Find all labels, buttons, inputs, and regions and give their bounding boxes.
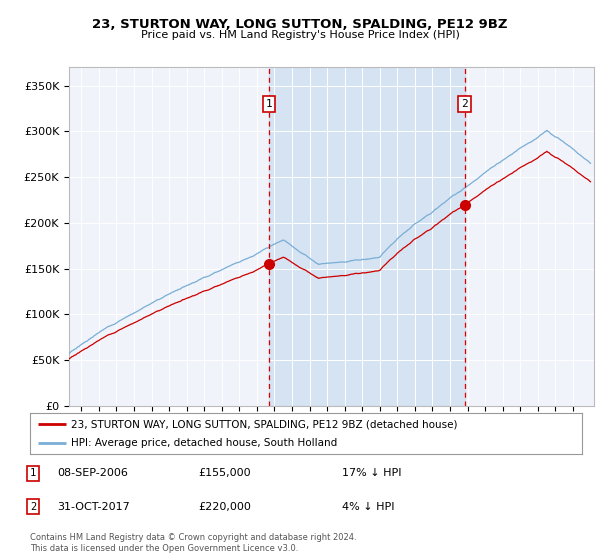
Text: 2: 2	[461, 99, 468, 109]
Text: 4% ↓ HPI: 4% ↓ HPI	[342, 502, 395, 512]
Text: 2: 2	[30, 502, 36, 512]
Text: 23, STURTON WAY, LONG SUTTON, SPALDING, PE12 9BZ (detached house): 23, STURTON WAY, LONG SUTTON, SPALDING, …	[71, 419, 458, 429]
Text: £155,000: £155,000	[198, 468, 251, 478]
Bar	[269, 67, 464, 406]
Text: 17% ↓ HPI: 17% ↓ HPI	[342, 468, 401, 478]
Text: 31-OCT-2017: 31-OCT-2017	[57, 502, 130, 512]
Text: Contains HM Land Registry data © Crown copyright and database right 2024.
This d: Contains HM Land Registry data © Crown c…	[30, 533, 356, 553]
Text: 08-SEP-2006: 08-SEP-2006	[57, 468, 128, 478]
Text: 1: 1	[265, 99, 272, 109]
Text: 23, STURTON WAY, LONG SUTTON, SPALDING, PE12 9BZ: 23, STURTON WAY, LONG SUTTON, SPALDING, …	[92, 18, 508, 31]
Text: £220,000: £220,000	[198, 502, 251, 512]
Text: 1: 1	[30, 468, 36, 478]
Text: Price paid vs. HM Land Registry's House Price Index (HPI): Price paid vs. HM Land Registry's House …	[140, 30, 460, 40]
Text: HPI: Average price, detached house, South Holland: HPI: Average price, detached house, Sout…	[71, 438, 338, 447]
